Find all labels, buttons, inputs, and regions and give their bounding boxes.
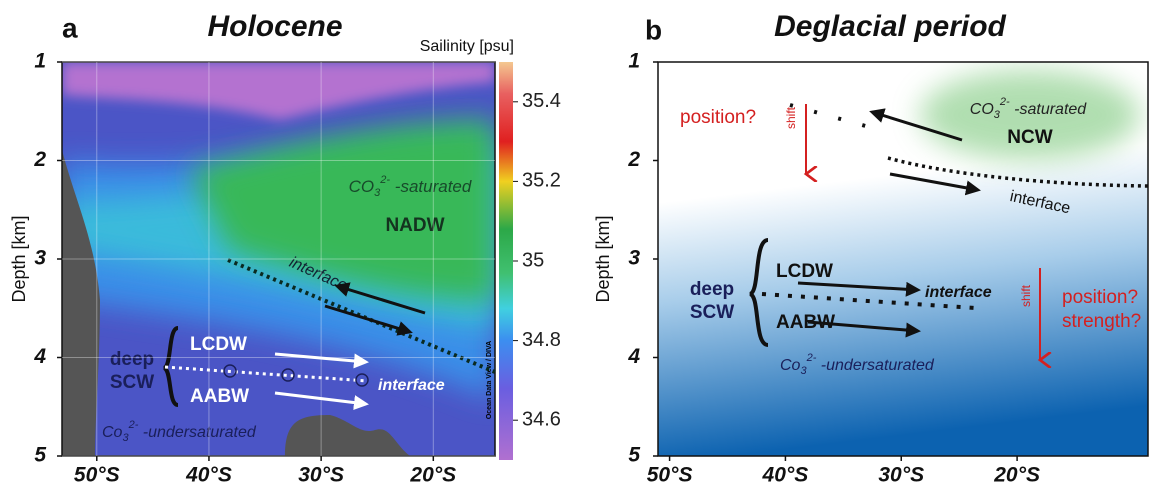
arrow bbox=[274, 352, 369, 369]
annotation: deep bbox=[110, 349, 154, 370]
y-tick-label: 1 bbox=[628, 50, 640, 73]
x-tick-label: 50°S bbox=[647, 464, 693, 487]
annotation: shift bbox=[1019, 284, 1033, 307]
arrow bbox=[334, 282, 426, 315]
colorbar-tick-label: 35 bbox=[522, 249, 544, 271]
x-tick-label: 30°S bbox=[878, 464, 924, 487]
annotation: SCW bbox=[690, 302, 734, 323]
annotation: interface bbox=[925, 284, 992, 301]
marker-circle bbox=[281, 368, 295, 382]
credit: Ocean Data View / DIVA bbox=[486, 341, 493, 419]
brace bbox=[162, 326, 179, 407]
arrow bbox=[889, 172, 981, 196]
annotation: interface bbox=[378, 377, 445, 394]
arrow bbox=[807, 320, 921, 338]
arrow bbox=[797, 281, 921, 297]
y-tick-label: 5 bbox=[628, 444, 640, 467]
annotations: position? shift CO32- -saturated NCW int… bbox=[680, 96, 1149, 377]
interface-line bbox=[887, 156, 1149, 188]
brace bbox=[748, 238, 769, 347]
arrow bbox=[324, 304, 413, 336]
annotation: NCW bbox=[1007, 127, 1052, 148]
panel-label: b bbox=[645, 14, 662, 45]
annotation: shift bbox=[784, 106, 798, 129]
colorbar bbox=[499, 62, 513, 460]
x-tick-label: 50°S bbox=[74, 464, 120, 487]
colorbar-label: Sailinity [psu] bbox=[420, 38, 514, 55]
colorbar-tick-label: 34.6 bbox=[522, 408, 561, 430]
y-tick-label: 3 bbox=[34, 247, 46, 270]
x-tick-label: 20°S bbox=[993, 464, 1040, 487]
annotation: position? bbox=[1062, 287, 1138, 308]
annotation: LCDW bbox=[776, 261, 833, 282]
x-tick-label: 40°S bbox=[762, 464, 809, 487]
y-tick-label: 2 bbox=[627, 148, 640, 171]
annotation: Co32- -undersaturated bbox=[780, 352, 935, 377]
annotation: strength? bbox=[1062, 311, 1141, 332]
y-tick-label: 3 bbox=[628, 247, 640, 270]
annotation: deep bbox=[690, 279, 734, 300]
chart-title: Deglacial period bbox=[774, 10, 1006, 43]
x-tick-label: 30°S bbox=[298, 464, 344, 487]
colorbar-tick-label: 34.8 bbox=[522, 329, 561, 351]
annotation: Co32- -undersaturated bbox=[102, 419, 257, 444]
panel-label: a bbox=[62, 12, 78, 43]
chart-title: Holocene bbox=[207, 10, 342, 43]
colorbar-tick-label: 35.4 bbox=[522, 90, 561, 112]
annotation: position? bbox=[680, 107, 756, 128]
section-field bbox=[658, 62, 1148, 456]
interface-line bbox=[789, 103, 881, 132]
y-tick-label: 2 bbox=[33, 148, 46, 171]
marker-circle bbox=[223, 364, 237, 378]
interface-line bbox=[761, 292, 976, 310]
x-tick-label: 40°S bbox=[185, 464, 232, 487]
annotation: AABW bbox=[776, 312, 835, 333]
annotation: CO32- -saturated bbox=[349, 174, 472, 199]
annotation: LCDW bbox=[190, 334, 247, 355]
y-tick-label: 5 bbox=[34, 444, 46, 467]
y-axis-label: Depth [km] bbox=[593, 215, 613, 302]
y-tick-label: 4 bbox=[627, 345, 640, 368]
section-field bbox=[62, 62, 495, 456]
interface-line bbox=[164, 365, 369, 383]
arrow bbox=[274, 391, 369, 411]
y-axis-label: Depth [km] bbox=[9, 215, 29, 302]
y-tick-label: 4 bbox=[33, 345, 46, 368]
annotation: AABW bbox=[190, 386, 249, 407]
arrow bbox=[869, 108, 963, 142]
x-tick-label: 20°S bbox=[409, 464, 456, 487]
annotation: SCW bbox=[110, 372, 154, 393]
marker-circle bbox=[355, 373, 369, 387]
annotation: CO32- -saturated bbox=[970, 96, 1087, 121]
annotation: NADW bbox=[385, 215, 444, 236]
colorbar-tick-label: 35.2 bbox=[522, 170, 561, 192]
y-tick-label: 1 bbox=[34, 50, 46, 73]
